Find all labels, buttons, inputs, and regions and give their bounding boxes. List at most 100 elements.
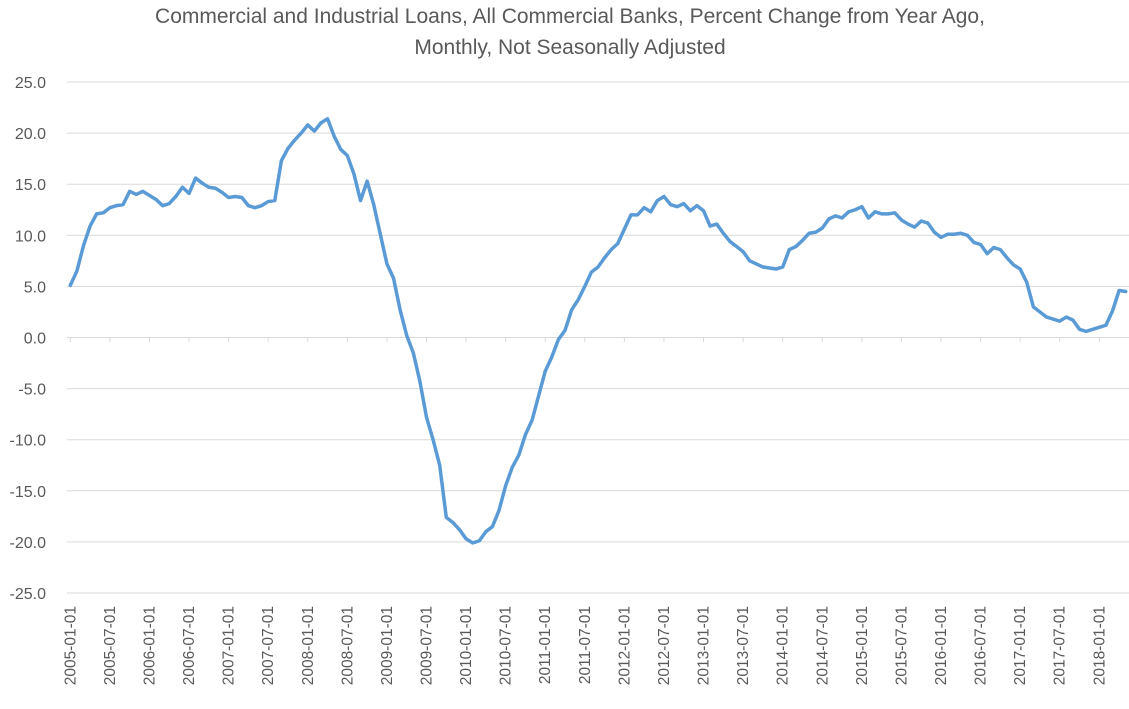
chart-subtitle: Monthly, Not Seasonally Adjusted [414, 36, 726, 59]
data-point [1097, 325, 1101, 329]
data-point [530, 418, 534, 422]
data-point [187, 191, 191, 195]
y-tick-label: 20.0 [15, 126, 46, 143]
data-point [299, 131, 303, 135]
data-point [860, 205, 864, 209]
data-point [431, 438, 435, 442]
data-point [972, 240, 976, 244]
data-point [570, 308, 574, 312]
y-tick-label: 10.0 [15, 228, 46, 245]
x-tick-label: 2010-01-01 [458, 606, 475, 685]
data-point [873, 210, 877, 214]
y-tick-label: 25.0 [15, 75, 46, 92]
data-point [682, 202, 686, 206]
data-point [167, 202, 171, 206]
data-point [227, 195, 231, 199]
data-point [735, 245, 739, 249]
data-point [101, 211, 105, 215]
x-tick-label: 2007-07-01 [260, 606, 277, 685]
data-point [688, 209, 692, 213]
data-point [114, 204, 118, 208]
y-tick-label: -10.0 [10, 433, 47, 450]
data-point [359, 199, 363, 203]
chart-title-block: Commercial and Industrial Loans, All Com… [0, 1, 1129, 63]
y-tick-label: -20.0 [10, 535, 47, 552]
y-tick-label: -15.0 [10, 484, 47, 501]
x-tick-label: 2014-07-01 [814, 606, 831, 685]
data-point [550, 355, 554, 359]
data-point [853, 208, 857, 212]
data-point [504, 484, 508, 488]
y-tick-label: 0.0 [24, 331, 46, 348]
x-tick-label: 2013-01-01 [696, 606, 713, 685]
data-point [761, 265, 765, 269]
data-point [339, 147, 343, 151]
x-tick-label: 2006-01-01 [141, 606, 158, 685]
data-point [405, 333, 409, 337]
data-point [273, 199, 277, 203]
data-point [979, 243, 983, 246]
data-point [655, 199, 659, 203]
data-point [490, 525, 494, 529]
data-point [240, 195, 244, 199]
data-point [438, 463, 442, 467]
data-point [68, 283, 72, 287]
gridlines [67, 81, 1129, 594]
data-point [95, 212, 99, 216]
x-tick-label: 2014-01-01 [775, 606, 792, 685]
data-point [675, 205, 679, 209]
y-tick-label: -25.0 [10, 586, 47, 603]
data-point [886, 212, 890, 216]
data-point [457, 528, 461, 532]
data-point [326, 117, 330, 121]
data-point [398, 308, 402, 312]
data-point [622, 227, 626, 231]
data-point [75, 269, 79, 273]
data-point [695, 204, 699, 208]
data-point [233, 194, 237, 198]
x-tick-label: 2011-07-01 [577, 606, 594, 684]
x-tick-label: 2012-01-01 [616, 606, 633, 685]
x-tick-label: 2008-07-01 [339, 606, 356, 685]
data-point [866, 216, 870, 220]
data-point [180, 185, 184, 189]
x-tick-label: 2005-07-01 [102, 606, 119, 685]
y-tick-label: 5.0 [24, 279, 46, 296]
data-point [906, 222, 910, 226]
data-point [1031, 305, 1035, 309]
data-point [319, 121, 323, 125]
data-point [741, 250, 745, 254]
data-point [636, 213, 640, 217]
data-point [932, 230, 936, 234]
data-point [715, 222, 719, 226]
data-point [721, 231, 725, 235]
data-point [1005, 256, 1009, 260]
x-tick-label: 2018-01-01 [1091, 606, 1108, 685]
data-point [708, 224, 712, 228]
data-point [497, 508, 501, 512]
chart-title: Commercial and Industrial Loans, All Com… [155, 5, 985, 28]
data-point [919, 219, 923, 223]
data-point [1051, 317, 1055, 321]
data-point [893, 211, 897, 215]
x-tick-label: 2008-01-01 [300, 606, 317, 685]
data-point [669, 203, 673, 207]
data-point [1104, 323, 1108, 327]
data-point [81, 244, 85, 248]
data-point [662, 194, 666, 198]
x-tick-label: 2013-07-01 [735, 606, 752, 685]
data-point [213, 186, 217, 190]
x-tick-label: 2012-07-01 [656, 606, 673, 685]
data-point [1071, 318, 1075, 322]
data-point [510, 465, 514, 469]
data-point [121, 203, 125, 207]
y-axis-tick-labels: 25.0 20.0 15.0 10.0 5.0 0.0 -5.0 -10.0 -15.0 -20.… [10, 75, 47, 603]
data-point [128, 189, 132, 193]
data-point [1012, 263, 1016, 267]
data-point [444, 515, 448, 519]
series-line-group [68, 117, 1128, 545]
data-point [946, 232, 950, 236]
series-line [68, 117, 1128, 545]
data-point [952, 232, 956, 236]
